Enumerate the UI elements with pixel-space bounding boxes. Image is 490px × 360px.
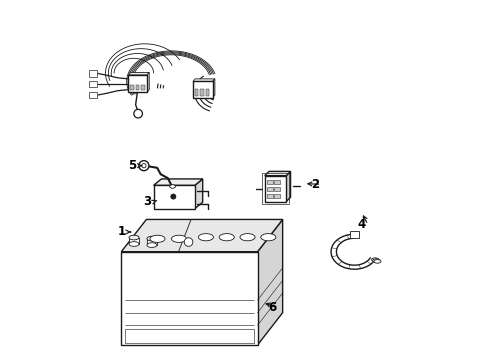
Polygon shape bbox=[265, 176, 286, 202]
Text: 5: 5 bbox=[128, 159, 136, 172]
Bar bbox=[128, 75, 147, 92]
Ellipse shape bbox=[147, 236, 157, 241]
Bar bbox=[350, 231, 359, 238]
Ellipse shape bbox=[261, 234, 276, 241]
Text: 1: 1 bbox=[117, 225, 125, 238]
Bar bbox=[130, 85, 134, 90]
Polygon shape bbox=[153, 179, 203, 185]
Polygon shape bbox=[122, 252, 258, 345]
Bar bbox=[147, 239, 157, 245]
Polygon shape bbox=[213, 79, 215, 98]
Circle shape bbox=[139, 161, 149, 171]
Bar bbox=[89, 70, 97, 77]
Bar bbox=[89, 81, 97, 87]
Polygon shape bbox=[286, 171, 291, 202]
Ellipse shape bbox=[150, 235, 165, 242]
Bar bbox=[129, 238, 139, 244]
Polygon shape bbox=[128, 72, 149, 75]
Bar bbox=[89, 92, 97, 98]
Polygon shape bbox=[195, 179, 203, 209]
Polygon shape bbox=[258, 220, 283, 345]
Bar bbox=[200, 89, 204, 96]
Ellipse shape bbox=[198, 234, 214, 241]
Bar bbox=[262, 173, 289, 204]
Polygon shape bbox=[265, 171, 291, 176]
Ellipse shape bbox=[129, 235, 139, 240]
Ellipse shape bbox=[170, 185, 175, 188]
Ellipse shape bbox=[147, 243, 157, 247]
Bar bbox=[125, 329, 254, 343]
Polygon shape bbox=[193, 79, 215, 81]
Bar bbox=[205, 89, 209, 96]
Text: 4: 4 bbox=[357, 218, 366, 231]
Ellipse shape bbox=[371, 258, 379, 261]
Ellipse shape bbox=[129, 242, 139, 246]
Circle shape bbox=[171, 194, 176, 199]
Text: 6: 6 bbox=[268, 301, 276, 314]
Ellipse shape bbox=[373, 259, 380, 262]
Circle shape bbox=[184, 238, 193, 246]
Ellipse shape bbox=[172, 235, 187, 242]
Ellipse shape bbox=[240, 234, 255, 241]
Bar bbox=[267, 180, 272, 184]
Ellipse shape bbox=[374, 260, 381, 263]
Polygon shape bbox=[153, 185, 195, 209]
Bar bbox=[136, 85, 139, 90]
Text: 3: 3 bbox=[144, 195, 151, 208]
Bar bbox=[193, 81, 213, 98]
Bar bbox=[267, 187, 272, 191]
Polygon shape bbox=[147, 72, 149, 92]
Ellipse shape bbox=[219, 234, 234, 241]
Bar bbox=[274, 194, 280, 198]
Bar bbox=[267, 194, 272, 198]
Text: 2: 2 bbox=[311, 178, 319, 191]
Bar bbox=[274, 187, 280, 191]
Bar bbox=[195, 89, 198, 96]
Circle shape bbox=[134, 109, 143, 118]
Circle shape bbox=[142, 163, 146, 168]
Bar bbox=[274, 180, 280, 184]
Polygon shape bbox=[122, 220, 283, 252]
Bar bbox=[141, 85, 145, 90]
